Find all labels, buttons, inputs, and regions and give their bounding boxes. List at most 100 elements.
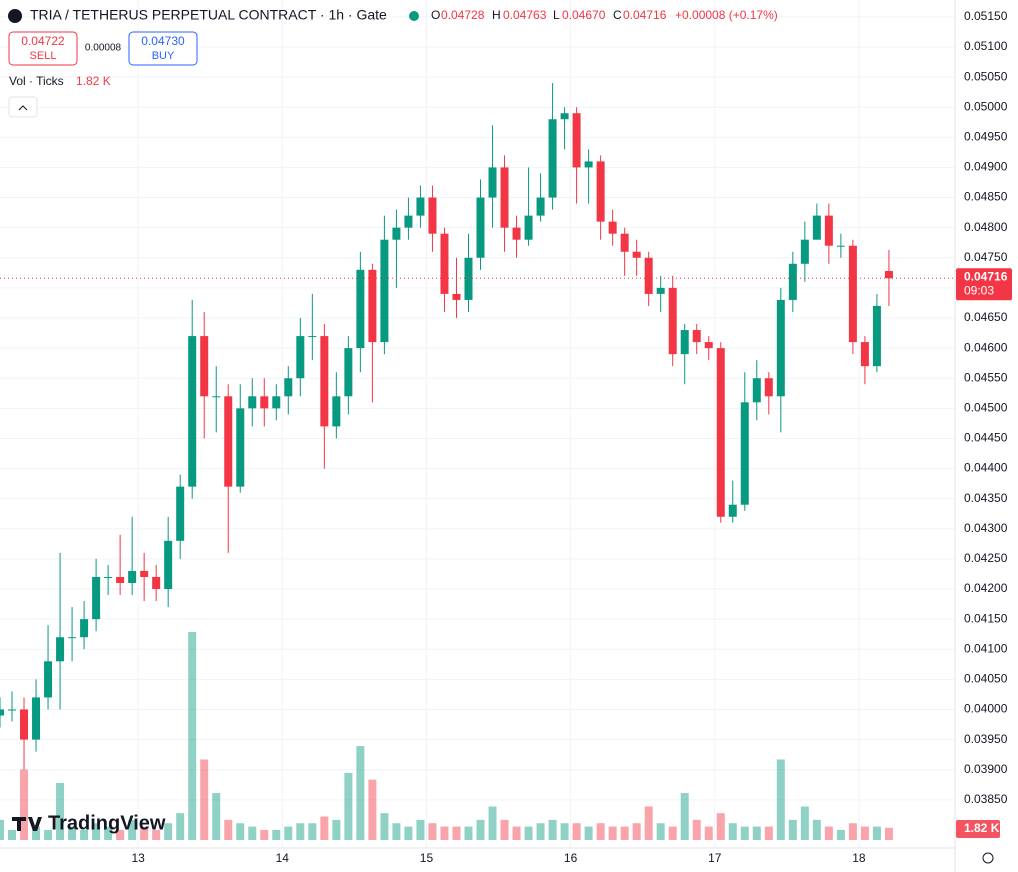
volume-bar	[392, 823, 401, 840]
volume-bar	[620, 826, 629, 840]
y-tick-label: 0.04450	[964, 431, 1008, 445]
price-tag-value: 0.04716	[964, 269, 1008, 283]
x-tick-label: 17	[708, 851, 722, 865]
candle-body	[68, 637, 77, 639]
candle-body	[296, 336, 305, 379]
candle-body	[764, 378, 773, 397]
x-tick-label: 13	[131, 851, 145, 865]
legend-h-label: H	[492, 8, 501, 22]
candle-body	[20, 709, 29, 740]
y-tick-label: 0.04750	[964, 250, 1008, 264]
buy-button[interactable]	[128, 31, 198, 66]
candle-body	[248, 396, 257, 409]
volume-bar	[836, 829, 845, 840]
volume-bar	[224, 819, 233, 840]
y-tick-label: 0.04050	[964, 672, 1008, 686]
candle-body	[488, 167, 497, 198]
volume-tag	[956, 820, 1000, 838]
volume-bar	[308, 823, 317, 840]
volume-bar	[812, 819, 821, 840]
market-status	[409, 11, 419, 21]
volume-bar	[344, 772, 353, 840]
y-tick-label: 0.05050	[964, 69, 1008, 83]
legend-l: 0.04670	[562, 8, 606, 22]
price-tag	[956, 268, 1012, 301]
y-tick-label: 0.05100	[964, 39, 1008, 53]
volume-bar	[8, 829, 17, 840]
volume-bar	[80, 829, 89, 840]
volume-bar	[284, 826, 293, 840]
candle-body	[596, 161, 605, 222]
volume-bar	[428, 823, 437, 840]
volume-bar	[776, 759, 785, 840]
volume-bar	[884, 827, 893, 840]
collapse-button[interactable]	[8, 96, 38, 118]
candle-body	[116, 576, 125, 583]
candle-body	[752, 378, 761, 403]
y-tick-label: 0.04000	[964, 702, 1008, 716]
volume-bar	[800, 806, 809, 840]
candle-body	[740, 402, 749, 505]
volume-bar	[452, 826, 461, 840]
candle-body	[692, 330, 701, 343]
candle-body	[632, 251, 641, 258]
y-tick-label: 0.03950	[964, 732, 1008, 746]
candle-body	[272, 396, 281, 409]
candle-body	[236, 408, 245, 487]
y-tick-label: 0.03850	[964, 792, 1008, 806]
volume-bar	[860, 826, 869, 840]
y-tick-label: 0.04800	[964, 220, 1008, 234]
volume-bar	[488, 806, 497, 840]
volume-bar	[584, 826, 593, 840]
volume-bar	[20, 769, 29, 840]
candle-body	[176, 486, 185, 541]
volume-bar	[644, 806, 653, 840]
candle-body	[284, 378, 293, 397]
candle-body	[824, 215, 833, 246]
candle-layer	[0, 83, 955, 770]
sell-button[interactable]	[8, 31, 78, 66]
y-tick-label: 0.04300	[964, 521, 1008, 535]
y-tick-label: 0.04500	[964, 401, 1008, 415]
volume-bar	[44, 829, 53, 840]
candle-body	[536, 197, 545, 216]
volume-bar	[416, 819, 425, 840]
y-tick-label: 0.04650	[964, 310, 1008, 324]
volume-bar	[728, 823, 737, 840]
legend-change: +0.00008 (+0.17%)	[675, 8, 778, 22]
candle-body	[104, 576, 113, 578]
candle-body	[428, 197, 437, 234]
grid	[0, 0, 955, 848]
settings-icon[interactable]	[982, 852, 994, 864]
volume-bar	[68, 826, 77, 840]
volume-bar	[32, 826, 41, 840]
candle-body	[320, 336, 329, 427]
volume-bar	[788, 819, 797, 840]
volume-bar	[680, 793, 689, 840]
volume-bar	[656, 823, 665, 840]
price-tag-countdown: 09:03	[964, 283, 994, 297]
chart-title: TRIA / TETHERUS PERPETUAL CONTRACT · 1h …	[30, 7, 387, 23]
volume-bar	[500, 819, 509, 840]
candle-body	[548, 119, 557, 198]
volume-bar	[176, 813, 185, 840]
legend-c: 0.04716	[623, 8, 667, 22]
volume-bar	[248, 826, 257, 840]
candle-body	[836, 245, 845, 247]
volume-bar	[116, 829, 125, 840]
volume-bar	[824, 826, 833, 840]
volume-bar	[704, 826, 713, 840]
axis-layer: 0.05150 0.05100 0.05050 0.05000 0.04950 0.049…	[131, 9, 1012, 865]
y-tick-label: 0.04150	[964, 611, 1008, 625]
legend-o-label: O	[431, 8, 440, 22]
candle-body	[452, 293, 461, 300]
candle-body	[200, 336, 209, 397]
candle-body	[8, 709, 17, 711]
candle-body	[404, 215, 413, 228]
y-tick-label: 0.04400	[964, 461, 1008, 475]
candle-body	[656, 287, 665, 294]
volume-bar	[188, 632, 197, 840]
volume-bar	[548, 819, 557, 840]
y-tick-label: 0.04950	[964, 129, 1008, 143]
